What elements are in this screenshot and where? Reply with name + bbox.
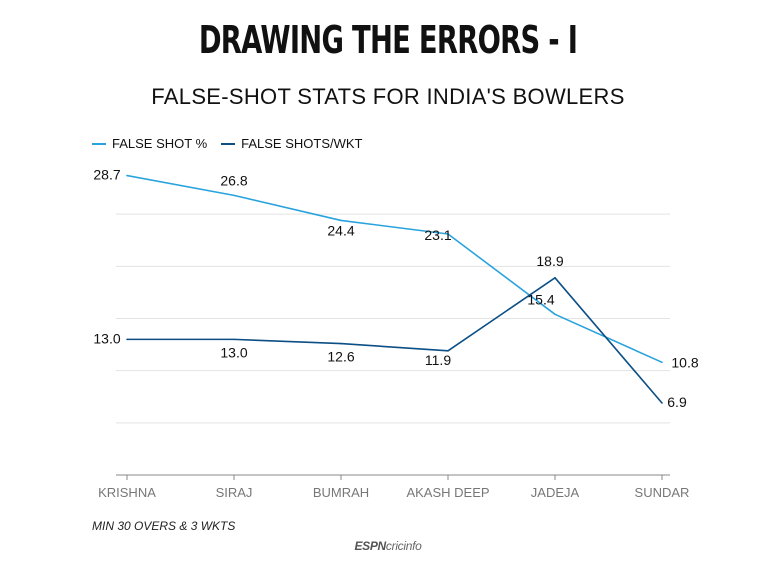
- data-point: [661, 361, 663, 364]
- data-label: 28.7: [93, 167, 120, 183]
- data-label: 10.8: [671, 354, 698, 370]
- x-axis: KRISHNA SIRAJ BUMRAH AKASH DEEP JADEJA SUNDAR: [98, 474, 690, 500]
- data-label: 26.8: [220, 172, 247, 188]
- legend-swatch-false-shot-pct: [92, 142, 106, 145]
- legend: FALSE SHOT % FALSE SHOTS/WKT: [92, 136, 377, 151]
- data-point: [233, 194, 235, 197]
- data-label: 18.9: [536, 253, 563, 269]
- x-tick-label: AKASH DEEP: [406, 485, 489, 500]
- data-label: 24.4: [327, 222, 354, 238]
- series-line-0: [126, 174, 663, 364]
- data-labels: 28.7 26.8 24.4 23.1 15.4 10.8 13.0 13.0 12.6 11.9…: [93, 167, 698, 410]
- chart-subtitle: FALSE-SHOT STATS FOR INDIA'S BOWLERS: [151, 84, 625, 109]
- legend-swatch-false-shots-per-wkt: [221, 142, 236, 145]
- data-point: [661, 402, 663, 404]
- brand-logo: ESPNcricinfo: [0, 539, 776, 553]
- gridlines: [116, 213, 670, 424]
- data-point: [447, 233, 449, 235]
- x-tick-label: KRISHNA: [98, 485, 156, 500]
- data-label: 6.9: [667, 394, 687, 410]
- brand-cricinfo: cricinfo: [385, 539, 422, 553]
- data-label: 13.0: [93, 330, 120, 346]
- data-point: [126, 174, 128, 177]
- legend-item-false-shot-pct: FALSE SHOT %: [92, 136, 207, 151]
- data-point: [340, 219, 342, 222]
- data-point: [554, 277, 556, 279]
- legend-item-false-shots-per-wkt: FALSE SHOTS/WKT: [221, 136, 363, 151]
- legend-label-false-shot-pct: FALSE SHOT %: [112, 136, 208, 151]
- data-label: 13.0: [220, 344, 247, 360]
- data-point: [126, 338, 128, 341]
- data-label: 11.9: [425, 352, 451, 368]
- x-tick-label: SUNDAR: [635, 485, 690, 500]
- series-lines: [126, 174, 663, 404]
- x-tick-label: BUMRAH: [313, 485, 369, 500]
- data-point: [554, 313, 556, 316]
- footnote: MIN 30 OVERS & 3 WKTS: [92, 519, 236, 533]
- data-point: [447, 350, 449, 352]
- x-tick-label: JADEJA: [531, 485, 580, 500]
- brand-espn: ESPN: [354, 539, 386, 553]
- data-label: 12.6: [327, 349, 354, 365]
- data-label: 23.1: [424, 227, 451, 243]
- data-point: [233, 338, 235, 341]
- legend-label-false-shots-per-wkt: FALSE SHOTS/WKT: [241, 136, 363, 151]
- data-label: 15.4: [527, 291, 554, 307]
- series-line-1: [127, 277, 663, 404]
- x-tick-label: SIRAJ: [216, 485, 253, 500]
- data-point: [340, 342, 342, 345]
- chart-title: DRAWING THE ERRORS - I: [198, 18, 578, 62]
